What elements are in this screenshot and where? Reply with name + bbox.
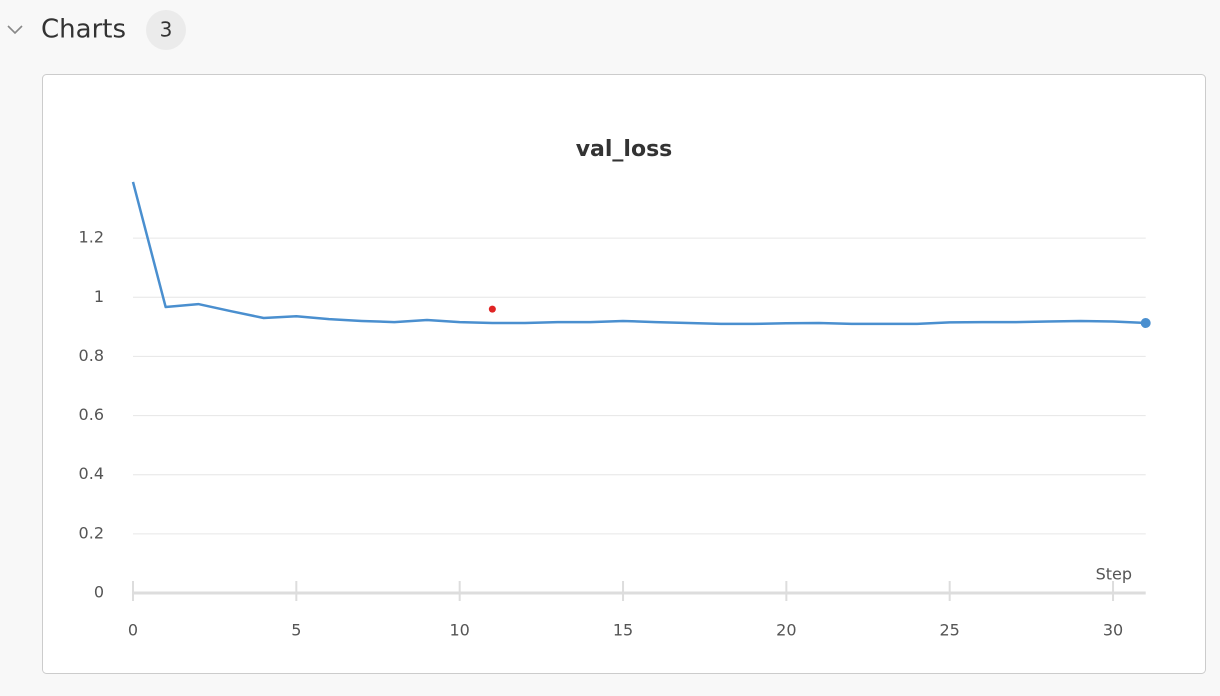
x-axis-label: Step bbox=[1096, 565, 1132, 584]
y-tick-label: 1.2 bbox=[79, 228, 104, 247]
end-marker bbox=[1140, 318, 1151, 329]
x-tick-label: 5 bbox=[291, 621, 301, 640]
x-tick-label: 30 bbox=[1103, 621, 1123, 640]
chart-title: val_loss bbox=[576, 137, 673, 162]
count-badge bbox=[146, 10, 186, 50]
section-title[interactable]: Charts bbox=[41, 15, 126, 45]
y-tick-label: 0.6 bbox=[79, 405, 104, 424]
x-tick-label: 15 bbox=[613, 621, 633, 640]
x-tick-label: 25 bbox=[940, 621, 960, 640]
y-tick-label: 0.8 bbox=[79, 346, 104, 365]
y-tick-label: 0.4 bbox=[79, 464, 104, 483]
y-tick-label: 0 bbox=[94, 583, 104, 602]
y-tick-label: 0.2 bbox=[79, 523, 104, 542]
collapse-chevron[interactable] bbox=[7, 25, 23, 35]
chart-panel[interactable] bbox=[42, 74, 1206, 674]
series-line bbox=[131, 181, 1146, 326]
x-tick-label: 20 bbox=[776, 621, 796, 640]
data-point bbox=[488, 305, 496, 313]
y-tick-label: 1 bbox=[94, 287, 104, 306]
count-badge-text: 3 bbox=[160, 18, 173, 42]
x-tick-label: 10 bbox=[449, 621, 469, 640]
x-tick-label: 0 bbox=[128, 621, 138, 640]
